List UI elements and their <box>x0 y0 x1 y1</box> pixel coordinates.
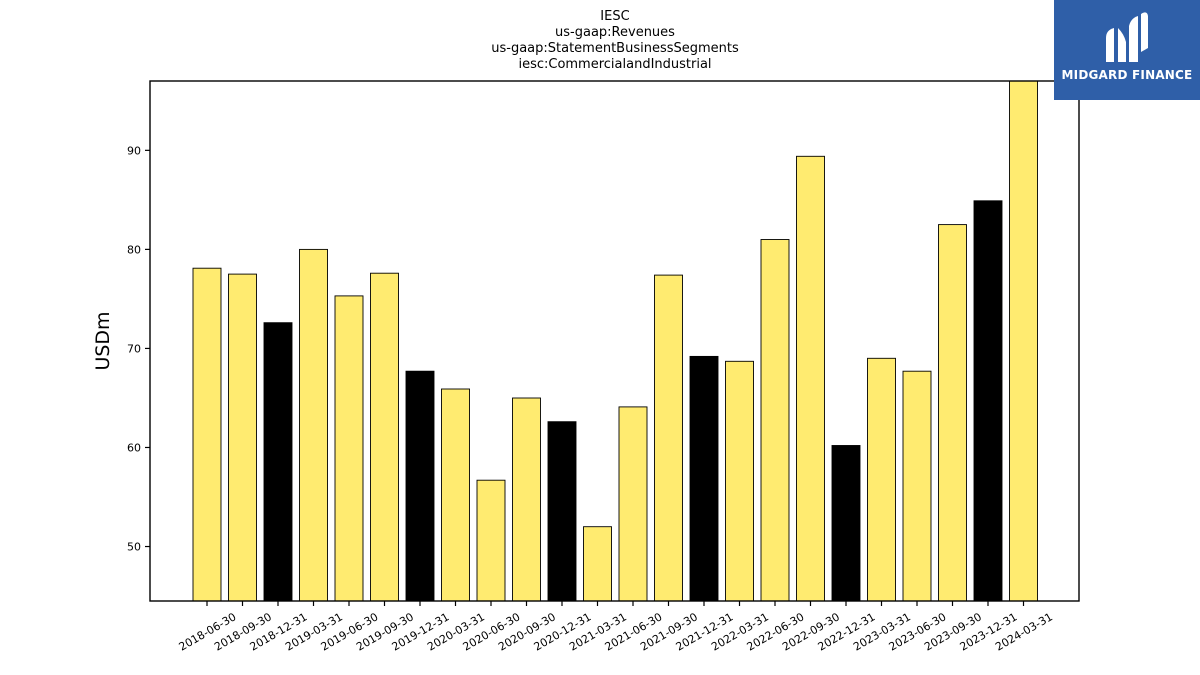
bar-2019-09-30 <box>370 272 399 602</box>
bar-2022-03-31 <box>725 360 754 602</box>
bar-2023-09-30 <box>938 224 967 602</box>
bar-2021-12-31 <box>689 355 719 602</box>
y-tick-label: 50 <box>127 541 141 554</box>
bar-2018-06-30 <box>192 267 222 602</box>
chart-title-line: IESC <box>600 9 629 24</box>
chart-title-line: us-gaap:StatementBusinessSegments <box>491 41 739 56</box>
bar-2020-06-30 <box>476 479 506 602</box>
bars-group <box>192 80 1038 602</box>
bar-2020-09-30 <box>512 397 541 602</box>
chart-title-line: us-gaap:Revenues <box>555 25 675 40</box>
x-axis: 2018-06-302018-09-302018-12-312019-03-31… <box>177 601 1055 654</box>
y-tick-label: 70 <box>127 342 141 355</box>
midgard-finance-logo: MIDGARD FINANCE <box>1054 0 1200 100</box>
midgard-finance-logo-icon <box>1106 12 1148 62</box>
bar-2018-12-31 <box>263 322 293 602</box>
logo-text: MIDGARD FINANCE <box>1061 68 1193 82</box>
bar-2020-03-31 <box>441 388 470 602</box>
chart-title: IESCus-gaap:Revenuesus-gaap:StatementBus… <box>491 9 739 72</box>
bar-2022-12-31 <box>831 445 861 602</box>
y-tick-label: 90 <box>127 144 141 157</box>
bar-2018-09-30 <box>228 273 257 602</box>
chart-title-line: iesc:CommercialandIndustrial <box>518 57 711 72</box>
bar-2021-03-31 <box>583 526 612 602</box>
y-axis-label: USDm <box>92 311 114 370</box>
bar-2022-09-30 <box>796 155 825 602</box>
bar-2020-12-31 <box>547 421 577 602</box>
bar-2019-06-30 <box>334 295 364 602</box>
bar-2019-03-31 <box>299 248 328 602</box>
bar-2023-03-31 <box>867 357 896 602</box>
bar-2022-06-30 <box>760 239 790 602</box>
y-tick-label: 60 <box>127 441 141 454</box>
bar-2023-06-30 <box>902 370 932 602</box>
y-tick-label: 80 <box>127 243 141 256</box>
bar-2021-06-30 <box>618 406 648 602</box>
y-axis: 50 60 70 80 90 <box>127 144 150 554</box>
bar-2023-12-31 <box>973 200 1003 602</box>
bar-2021-09-30 <box>654 274 683 602</box>
bar-2024-03-31 <box>1009 80 1038 602</box>
plot-frame <box>149 80 1080 602</box>
bar-2019-12-31 <box>405 370 435 602</box>
